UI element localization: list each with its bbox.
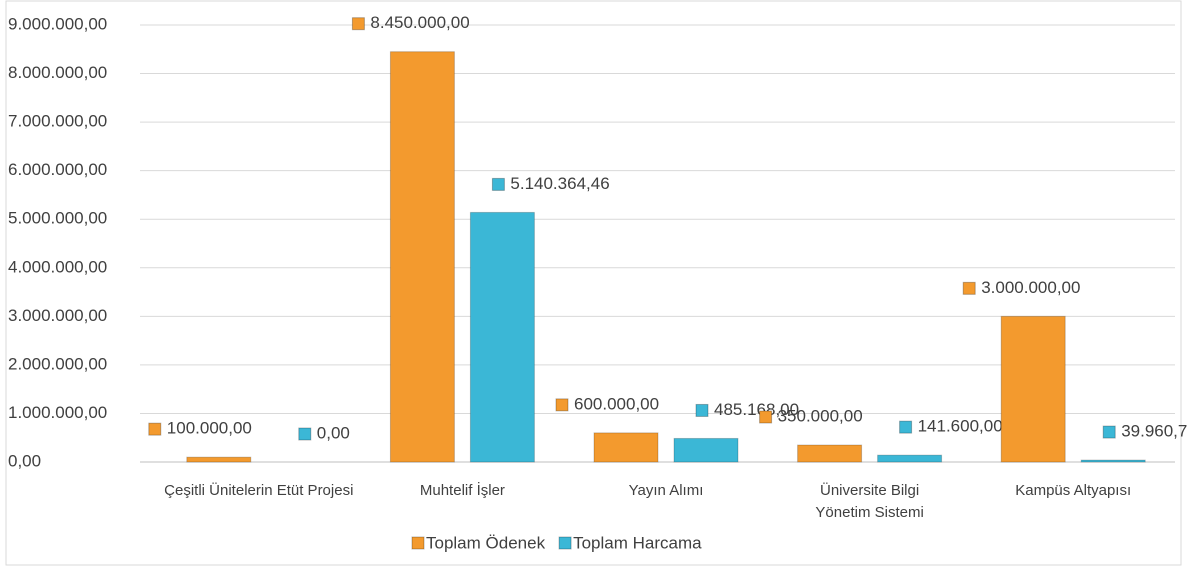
legend-label: Toplam Ödenek	[426, 533, 546, 552]
data-label-marker	[491, 177, 505, 191]
data-label: 350.000,00	[778, 406, 863, 425]
chart-border	[5, 0, 1182, 566]
y-tick-label: 3.000.000,00	[8, 306, 107, 325]
data-label: 100.000,00	[167, 419, 252, 438]
data-label: 8.450.000,00	[370, 13, 469, 32]
bar	[469, 211, 535, 463]
bar	[1080, 459, 1146, 463]
y-tick-label: 0,00	[8, 451, 41, 470]
bar	[673, 437, 739, 463]
bar	[186, 456, 252, 463]
y-tick-label: 1.000.000,00	[8, 403, 107, 422]
bar	[877, 454, 943, 463]
legend-marker	[558, 536, 572, 550]
x-tick-label: Muhtelif İşler	[419, 482, 505, 499]
data-label-marker	[148, 422, 162, 436]
bar	[797, 444, 863, 463]
data-label-marker	[695, 403, 709, 417]
y-tick-label: 8.000.000,00	[8, 63, 107, 82]
bar	[1000, 315, 1066, 463]
y-tick-label: 4.000.000,00	[8, 257, 107, 276]
bar	[389, 51, 455, 463]
y-tick-label: 6.000.000,00	[8, 160, 107, 179]
y-tick-label: 9.000.000,00	[8, 14, 107, 33]
data-label-marker	[1102, 425, 1116, 439]
x-tick-label: Üniversite Bilgi Yönetim Sistemi	[815, 482, 924, 521]
data-label-marker	[555, 398, 569, 412]
bar	[593, 432, 659, 463]
data-label: 141.600,00	[918, 417, 1003, 436]
data-label: 0,00	[317, 423, 350, 442]
y-tick-label: 5.000.000,00	[8, 209, 107, 228]
data-label: 5.140.364,46	[510, 174, 609, 193]
data-label-marker	[759, 410, 773, 424]
data-label: 39.960,70	[1121, 422, 1187, 441]
data-label: 3.000.000,00	[981, 278, 1080, 297]
data-label: 600.000,00	[574, 394, 659, 413]
legend-marker	[411, 536, 425, 550]
data-label-marker	[351, 17, 365, 31]
data-label-marker	[298, 427, 312, 441]
x-tick-label: Kampüs Altyapısı	[1015, 482, 1132, 499]
y-tick-label: 7.000.000,00	[8, 112, 107, 131]
legend-label: Toplam Harcama	[573, 533, 702, 552]
data-label: 485.168,00	[714, 400, 799, 419]
data-label-marker	[962, 281, 976, 295]
y-tick-label: 2.000.000,00	[8, 354, 107, 373]
x-tick-label: Yayın Alımı	[628, 482, 704, 499]
x-tick-label: Çeşitli Ünitelerin Etüt Projesi	[164, 482, 354, 499]
data-label-marker	[899, 420, 913, 434]
